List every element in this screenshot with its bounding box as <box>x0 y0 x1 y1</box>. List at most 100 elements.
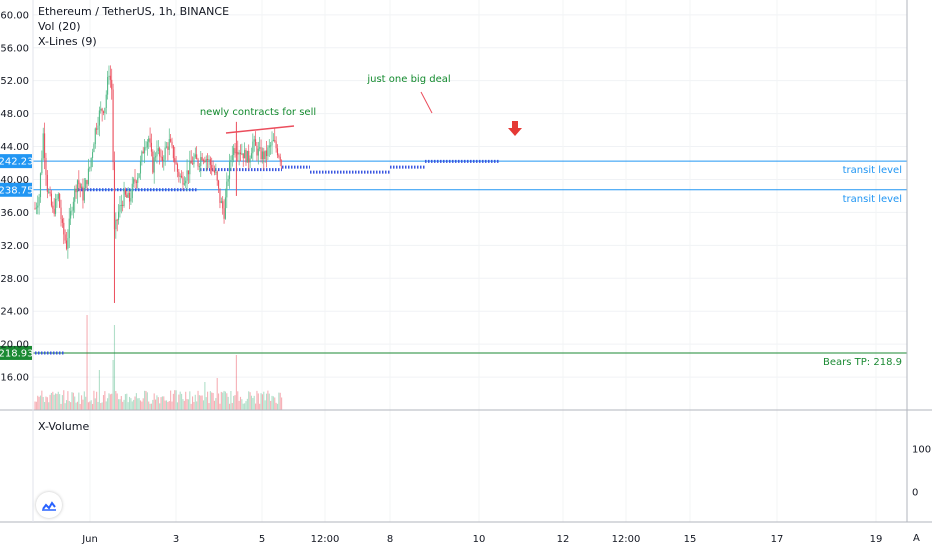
time-tick-label: 12 <box>557 534 570 545</box>
volume-bar <box>186 399 188 410</box>
candle-body <box>83 188 85 201</box>
candle-body <box>261 151 263 160</box>
down-arrow-icon <box>508 121 522 136</box>
volume-bar <box>128 396 131 410</box>
volume-bar <box>122 401 124 410</box>
candle-body <box>216 171 218 181</box>
candle-body <box>102 111 105 113</box>
volume-indicator-label[interactable]: Vol (20) <box>38 20 81 33</box>
volume-bar <box>52 391 54 410</box>
candle-body <box>190 160 192 164</box>
price-tick-label: 252.00 <box>0 76 29 87</box>
volume-bar <box>134 396 136 410</box>
chart-title: Ethereum / TetherUS, 1h, BINANCE <box>38 5 230 18</box>
price-tag-label: 238.75 <box>0 185 34 196</box>
volume-bar <box>104 391 106 410</box>
candle-body <box>123 189 125 206</box>
candle-body <box>163 159 165 162</box>
volume-bar <box>75 402 77 410</box>
volume-bar <box>185 391 187 410</box>
price-tick-label: 260.00 <box>0 10 29 21</box>
candle-body <box>122 204 124 206</box>
candle-body <box>276 148 279 156</box>
time-tick-label: 19 <box>870 534 883 545</box>
volume-bar <box>222 392 224 410</box>
time-tick-label: 17 <box>771 534 784 545</box>
candle-body <box>63 222 65 235</box>
volume-bar <box>48 402 50 410</box>
volume-bar <box>35 401 37 410</box>
volume-bar <box>197 390 199 410</box>
price-tick-label: 248.00 <box>0 109 29 120</box>
volume-bar <box>127 402 129 410</box>
volume-bar <box>239 396 242 410</box>
candle-body <box>270 145 272 147</box>
candle-body <box>82 186 84 201</box>
price-tick-label: 220.00 <box>0 340 29 351</box>
candle-body <box>218 180 220 189</box>
volume-bar <box>149 403 151 410</box>
candle-body <box>187 170 189 175</box>
volume-bar <box>145 390 147 410</box>
candle-body <box>231 155 233 161</box>
candle-body <box>57 193 59 199</box>
candle-body <box>168 139 170 150</box>
candle-body <box>200 157 202 167</box>
xlines-indicator-label[interactable]: X-Lines (9) <box>38 35 97 48</box>
volume-bar <box>123 399 125 410</box>
candle-body <box>259 147 261 149</box>
candle-body <box>171 141 173 146</box>
tradingview-logo[interactable] <box>36 492 62 518</box>
volume-bar <box>38 396 40 410</box>
candle-body <box>48 191 50 193</box>
candle-body <box>137 177 139 183</box>
auto-scale-button[interactable]: A <box>913 533 920 544</box>
candle-body <box>81 186 83 189</box>
candle-body <box>238 152 240 155</box>
volume-bar <box>190 403 192 410</box>
candle-body <box>124 189 126 195</box>
volume-bar <box>155 399 157 410</box>
candle-body <box>35 207 37 209</box>
volume-bar <box>45 396 47 410</box>
volume-bar <box>253 395 255 410</box>
candle-body <box>226 181 228 198</box>
candle-body <box>264 150 266 160</box>
candle-body <box>234 148 236 154</box>
volume-bar <box>194 394 196 410</box>
volume-bar <box>196 401 198 410</box>
volume-bar <box>71 392 73 410</box>
volume-bar <box>60 403 62 410</box>
volume-bar <box>164 400 166 410</box>
time-tick-label: Jun <box>81 534 98 545</box>
candle-body <box>211 164 213 171</box>
volume-bar <box>161 396 163 410</box>
candle-body <box>170 139 172 142</box>
candle-body <box>181 175 183 178</box>
candle-body <box>56 198 58 200</box>
candle-body <box>179 175 181 177</box>
candle-body <box>201 157 203 161</box>
candle-body <box>207 159 209 161</box>
candle-body <box>119 204 121 212</box>
candle-body <box>71 210 73 212</box>
candle-body <box>149 138 151 143</box>
xvolume-pane-title[interactable]: X-Volume <box>38 420 90 433</box>
candle-body <box>115 219 117 230</box>
volume-bar <box>267 390 269 410</box>
candle-body <box>196 154 198 160</box>
volume-bar <box>261 394 263 410</box>
candle-body <box>61 219 63 223</box>
volume-bar <box>105 401 107 410</box>
volume-bar <box>176 402 179 410</box>
volume-bar <box>281 397 283 410</box>
volume-bar <box>56 393 58 410</box>
volume-bar <box>119 399 121 410</box>
candle-body <box>186 170 188 181</box>
volume-bar <box>182 399 184 410</box>
volume-bar <box>111 393 113 410</box>
volume-bar <box>249 392 251 410</box>
candle-body <box>133 179 135 184</box>
volume-bars <box>34 315 283 410</box>
